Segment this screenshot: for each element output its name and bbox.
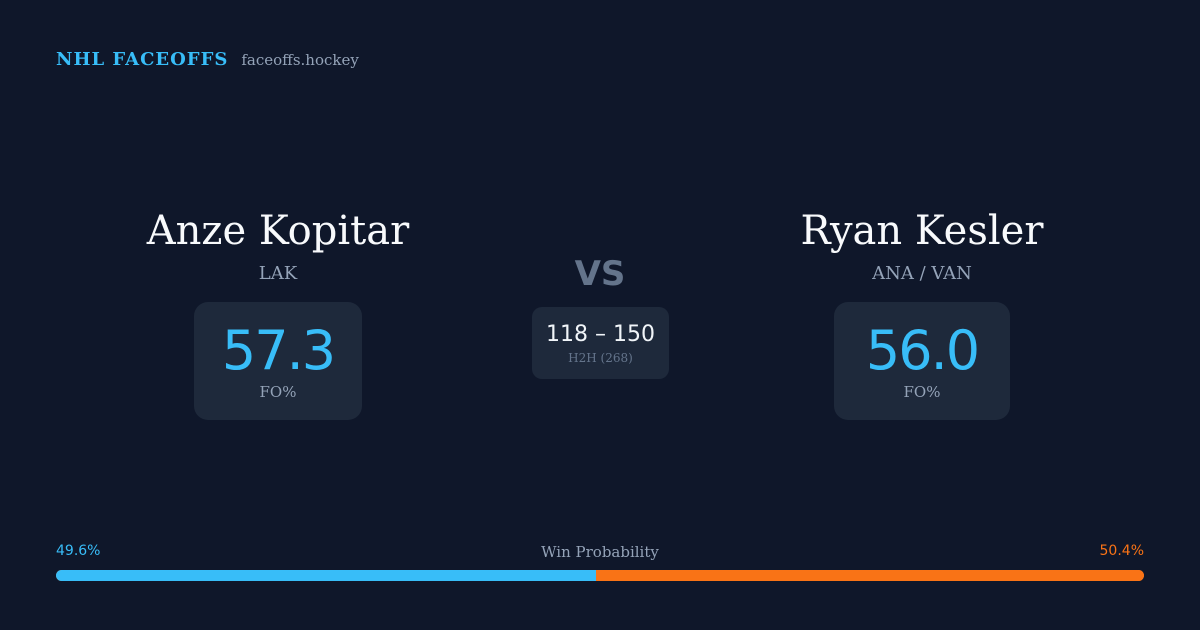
win-probability-labels: 49.6% Win Probability 50.4% xyxy=(56,543,1144,563)
win-probability-left: 49.6% xyxy=(56,543,101,559)
faceoff-label-left: FO% xyxy=(259,383,297,401)
player-name-left: Anze Kopitar xyxy=(146,208,410,254)
win-probability-bar xyxy=(56,570,1144,581)
head-to-head-score: 118 – 150 xyxy=(546,321,655,347)
win-probability-right: 50.4% xyxy=(1099,543,1144,559)
head-to-head-box: 118 – 150 H2H (268) xyxy=(532,307,669,379)
player-team-left: LAK xyxy=(258,263,298,284)
brand-header: NHL FACEOFFS faceoffs.hockey xyxy=(56,49,359,70)
player-team-right: ANA / VAN xyxy=(872,263,972,284)
faceoff-stat-box-right: 56.0 FO% xyxy=(834,302,1010,420)
win-probability-fill-left xyxy=(56,570,596,581)
brand-url: faceoffs.hockey xyxy=(241,51,359,69)
faceoff-label-right: FO% xyxy=(903,383,941,401)
faceoff-percentage-right: 56.0 xyxy=(865,319,980,382)
win-probability-fill-right xyxy=(595,570,1144,581)
versus-label: VS xyxy=(574,254,626,294)
player-card-left: Anze Kopitar LAK 57.3 FO% xyxy=(128,205,428,420)
player-card-right: Ryan Kesler ANA / VAN 56.0 FO% xyxy=(772,205,1072,420)
faceoff-percentage-left: 57.3 xyxy=(221,319,336,382)
win-probability-title: Win Probability xyxy=(541,543,659,561)
head-to-head-label: H2H (268) xyxy=(568,350,633,365)
player-name-right: Ryan Kesler xyxy=(800,208,1044,254)
faceoff-stat-box-left: 57.3 FO% xyxy=(194,302,362,420)
brand-title: NHL FACEOFFS xyxy=(56,49,229,70)
